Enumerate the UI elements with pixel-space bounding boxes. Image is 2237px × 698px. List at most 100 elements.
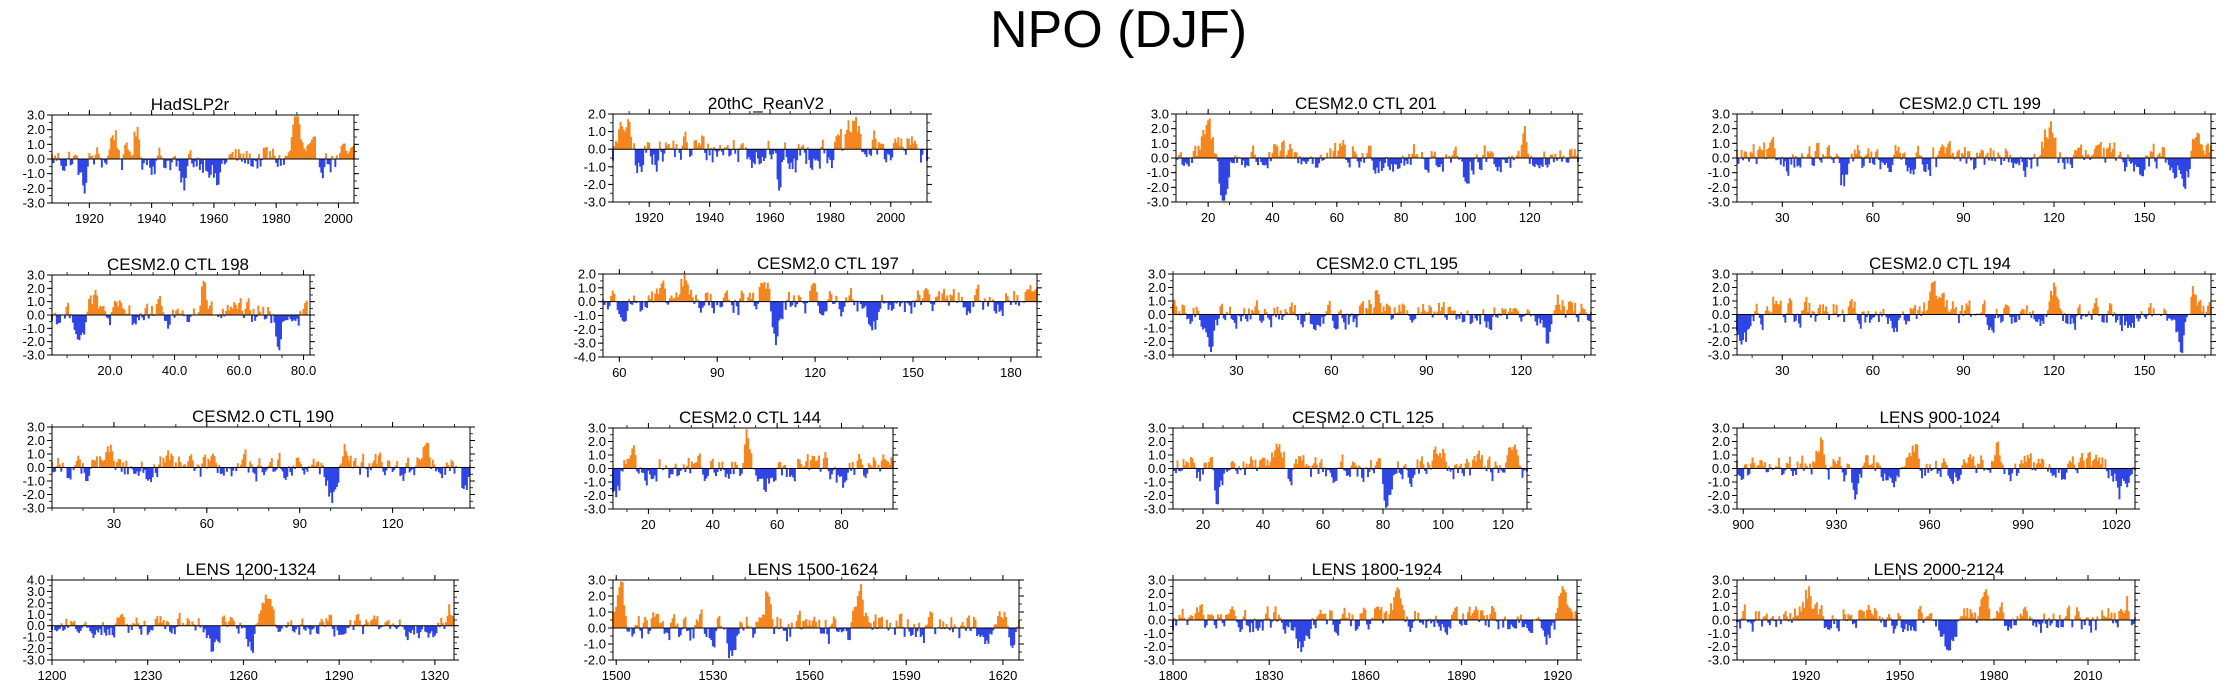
positive-bar: [1252, 145, 1255, 158]
positive-bar: [1847, 306, 1850, 315]
negative-bar: [839, 628, 842, 630]
positive-bar: [616, 142, 619, 150]
negative-bar: [1343, 314, 1345, 323]
y-tick-label: -1.0: [1708, 475, 1730, 490]
negative-bar: [705, 628, 708, 637]
negative-bar: [1784, 158, 1787, 162]
negative-bar: [631, 301, 634, 305]
positive-bar: [739, 298, 742, 302]
negative-bar: [692, 628, 695, 639]
positive-bar: [1190, 457, 1192, 469]
positive-bar: [1909, 307, 1912, 315]
positive-bar: [747, 438, 750, 469]
negative-bar: [105, 315, 108, 318]
positive-bar: [2087, 311, 2090, 315]
negative-bar: [1191, 314, 1193, 322]
negative-bar: [958, 628, 961, 639]
y-tick-label: 3.0: [1712, 421, 1730, 436]
positive-bar: [1803, 301, 1806, 315]
x-tick-label: 60: [1330, 210, 1344, 225]
negative-bar: [1547, 314, 1550, 344]
negative-bar: [1491, 314, 1494, 317]
positive-bar: [1304, 466, 1306, 469]
negative-bar: [1795, 468, 1798, 475]
negative-bar: [2131, 158, 2134, 163]
negative-bar: [861, 149, 864, 152]
negative-bar: [1739, 314, 1741, 341]
positive-bar: [1935, 460, 1937, 469]
positive-bar: [189, 150, 192, 159]
negative-bar: [1905, 314, 1908, 325]
negative-bar: [2057, 468, 2060, 473]
positive-bar: [320, 462, 323, 468]
positive-bar: [613, 146, 616, 150]
positive-bar: [681, 286, 684, 302]
negative-bar: [2054, 468, 2057, 478]
negative-bar: [848, 628, 851, 641]
positive-bar: [694, 294, 698, 302]
positive-bar: [394, 465, 397, 468]
positive-bar: [2207, 143, 2209, 158]
y-tick-label: 3.0: [588, 573, 606, 588]
negative-bar: [232, 467, 235, 471]
negative-bar: [758, 149, 761, 165]
positive-bar: [2053, 137, 2055, 158]
positive-bar: [898, 145, 901, 150]
negative-bar: [2050, 468, 2053, 473]
negative-bar: [780, 468, 783, 476]
negative-bar: [1748, 158, 1751, 162]
negative-bar: [784, 628, 787, 631]
negative-bar: [1300, 314, 1303, 325]
positive-bar: [868, 622, 871, 628]
positive-bar: [1422, 464, 1425, 469]
positive-bar: [1377, 294, 1380, 315]
positive-bar: [416, 457, 419, 468]
positive-bar: [1034, 289, 1037, 302]
positive-bar: [768, 596, 771, 628]
negative-bar: [663, 628, 666, 634]
positive-bar: [156, 155, 159, 159]
negative-bar: [2066, 158, 2069, 164]
positive-bar: [303, 148, 306, 159]
positive-bar: [1287, 149, 1290, 158]
negative-bar: [719, 301, 722, 308]
positive-bar: [135, 136, 138, 159]
positive-bar: [960, 296, 963, 302]
negative-bar: [867, 301, 870, 325]
positive-bar: [2113, 142, 2116, 158]
negative-bar: [136, 467, 139, 472]
negative-bar: [702, 468, 705, 475]
positive-bar: [1203, 462, 1206, 469]
positive-bar: [99, 305, 102, 315]
positive-bar: [639, 467, 642, 469]
positive-bar: [144, 308, 147, 315]
negative-bar: [710, 628, 713, 640]
positive-bar: [644, 616, 647, 628]
negative-bar: [186, 159, 189, 167]
negative-bar: [1466, 158, 1469, 184]
negative-bar: [1469, 158, 1472, 162]
negative-bar: [1208, 314, 1211, 347]
negative-bar: [1226, 158, 1229, 189]
positive-bar: [110, 311, 113, 315]
positive-bar: [207, 308, 210, 315]
negative-bar: [793, 149, 796, 159]
positive-bar: [1849, 300, 1852, 315]
positive-bar: [991, 299, 994, 302]
negative-bar: [840, 301, 843, 317]
chart-title: CESM2.0 CTL 144: [679, 408, 821, 427]
positive-bar: [1250, 456, 1252, 469]
positive-bar: [116, 148, 119, 159]
positive-bar: [414, 465, 417, 468]
negative-bar: [199, 625, 202, 628]
positive-bar: [1230, 461, 1233, 469]
negative-bar: [1244, 468, 1246, 476]
positive-bar: [725, 290, 729, 302]
negative-bar: [1214, 468, 1216, 491]
positive-bar: [1977, 156, 1980, 158]
negative-bar: [80, 467, 83, 474]
positive-bar: [1995, 308, 1998, 315]
positive-bar: [848, 295, 851, 302]
positive-bar: [1968, 151, 1971, 158]
